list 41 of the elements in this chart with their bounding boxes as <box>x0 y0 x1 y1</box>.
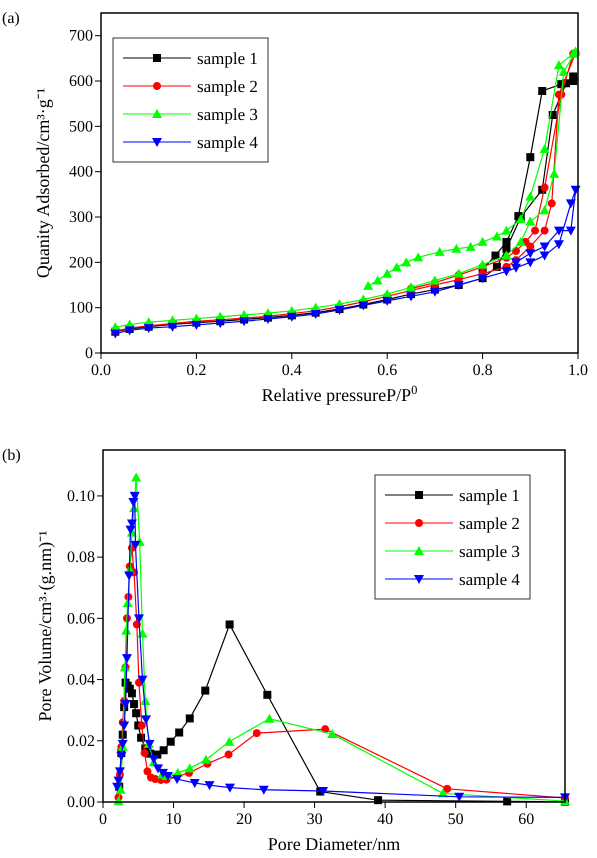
y-axis-title: Quanity Adsorbed/cm³·g⁻¹ <box>33 88 53 278</box>
y-tick-label: 0.08 <box>67 549 95 566</box>
text: (b) <box>2 447 21 464</box>
y-tick-label: 500 <box>69 118 93 136</box>
y-tick-label: 0.06 <box>67 610 95 628</box>
legend-label: sample 2 <box>459 514 520 533</box>
y-tick-label: 0 <box>85 345 93 362</box>
x-tick-label: 1.0 <box>568 362 588 379</box>
legend-label: sample 4 <box>459 570 520 589</box>
x-tick-label: 30 <box>306 811 323 828</box>
legend-label: sample 2 <box>197 77 258 96</box>
y-tick-label: 300 <box>69 209 93 226</box>
y-axis-title: Pore Volume/cm³·(g.nm)⁻¹ <box>35 530 55 722</box>
x-axis-title: Relative pressureP/P$^{0}$ <box>262 383 418 405</box>
x-tick-label: 20 <box>236 811 252 828</box>
x-axis-title: Pore Diameter/nm <box>268 834 400 854</box>
x-tick-label: 40 <box>377 811 394 828</box>
y-tick-label: 100 <box>69 300 93 317</box>
x-tick-label: 0.0 <box>91 362 111 379</box>
x-tick-label: 0 <box>99 811 107 828</box>
legend-label: sample 1 <box>459 486 520 505</box>
y-tick-label: 0.00 <box>67 794 95 811</box>
x-tick-label: 0.4 <box>282 362 302 379</box>
y-tick-label: 0.04 <box>67 672 95 689</box>
legend-label: sample 3 <box>197 105 258 124</box>
legend-label: sample 4 <box>197 133 258 152</box>
y-tick-label: 700 <box>69 28 93 45</box>
legend-label: sample 1 <box>197 49 258 68</box>
y-tick-label: 0.10 <box>67 488 95 505</box>
legend-label: sample 3 <box>459 542 520 561</box>
text: (a) <box>2 10 20 27</box>
x-tick-label: 60 <box>518 811 534 828</box>
x-tick-label: 0.8 <box>472 362 493 379</box>
y-tick-label: 200 <box>69 254 93 272</box>
x-tick-label: 0.6 <box>377 362 398 379</box>
x-tick-label: 50 <box>448 811 464 828</box>
y-tick-label: 0.02 <box>67 732 95 750</box>
x-tick-label: 0.2 <box>186 362 206 379</box>
x-tick-label: 10 <box>166 811 182 828</box>
y-tick-label: 600 <box>69 73 93 90</box>
y-tick-label: 400 <box>69 164 93 181</box>
